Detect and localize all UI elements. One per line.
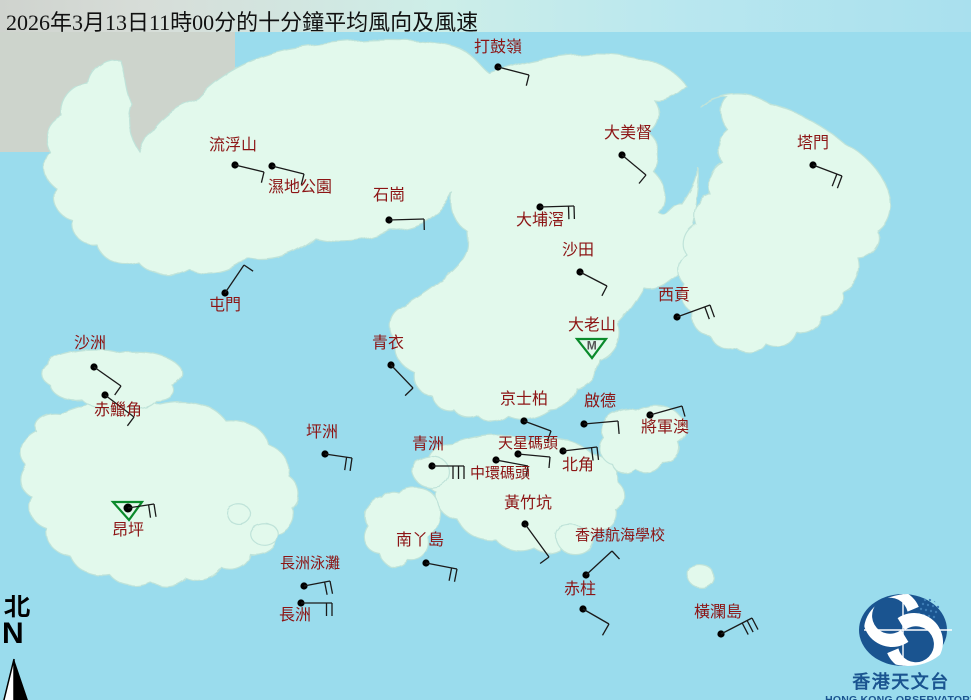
svg-text:香港天文台: 香港天文台: [851, 671, 950, 692]
svg-text:黃竹坑: 黃竹坑: [504, 494, 552, 512]
svg-text:屯門: 屯門: [209, 296, 241, 314]
svg-text:青洲: 青洲: [412, 435, 444, 453]
svg-text:濕地公園: 濕地公園: [268, 178, 332, 196]
svg-text:昂坪: 昂坪: [112, 521, 144, 539]
svg-text:香港航海學校: 香港航海學校: [575, 526, 665, 544]
svg-text:赤柱: 赤柱: [564, 580, 596, 598]
svg-text:青衣: 青衣: [372, 334, 404, 352]
svg-text:京士柏: 京士柏: [500, 390, 548, 408]
svg-text:HONG KONG OBSERVATORY: HONG KONG OBSERVATORY: [825, 694, 971, 700]
svg-text:北角: 北角: [562, 456, 594, 474]
svg-text:N: N: [2, 617, 24, 650]
svg-text:天星碼頭: 天星碼頭: [498, 435, 558, 452]
svg-text:西貢: 西貢: [658, 287, 690, 304]
svg-text:打鼓嶺: 打鼓嶺: [474, 38, 522, 56]
svg-text:流浮山: 流浮山: [209, 136, 257, 154]
svg-text:塔門: 塔門: [797, 134, 829, 152]
svg-text:啟德: 啟德: [584, 392, 616, 410]
svg-text:大埔滘: 大埔滘: [516, 211, 564, 229]
svg-text:長洲: 長洲: [279, 606, 311, 624]
svg-text:沙田: 沙田: [562, 242, 594, 259]
svg-text:坪洲: 坪洲: [306, 423, 338, 441]
svg-text:沙洲: 沙洲: [74, 335, 106, 352]
svg-text:南丫島: 南丫島: [396, 531, 444, 549]
svg-text:大美督: 大美督: [604, 124, 652, 142]
svg-text:中環碼頭: 中環碼頭: [470, 465, 530, 482]
svg-text:大老山: 大老山: [568, 316, 616, 334]
svg-text:赤鱲角: 赤鱲角: [94, 401, 142, 419]
svg-text:橫瀾島: 橫瀾島: [694, 603, 742, 621]
svg-text:石崗: 石崗: [373, 186, 405, 204]
svg-text:將軍澳: 將軍澳: [641, 418, 689, 436]
svg-text:M: M: [587, 338, 597, 352]
svg-text:長洲泳灘: 長洲泳灘: [280, 555, 340, 572]
